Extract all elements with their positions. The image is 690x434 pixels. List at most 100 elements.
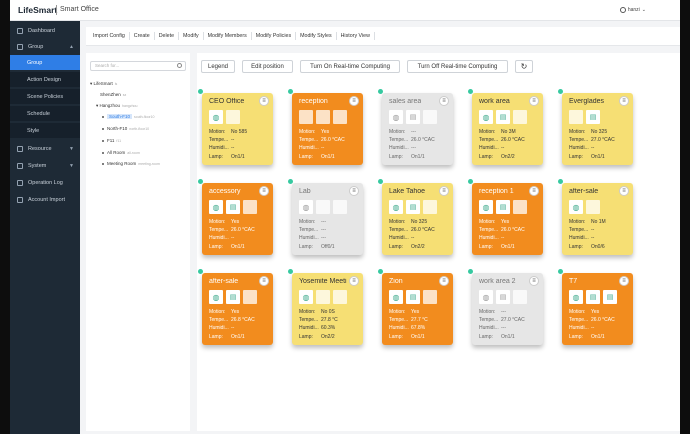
device-slot[interactable] xyxy=(316,290,330,304)
menu-icon[interactable]: ≡ xyxy=(349,186,359,196)
air-conditioner-icon[interactable]: ▤ xyxy=(406,110,420,124)
light-bulb-icon[interactable]: ◍ xyxy=(209,290,223,304)
air-conditioner-icon[interactable]: ▤ xyxy=(496,110,510,124)
refresh-icon[interactable]: ↻ xyxy=(515,60,533,73)
tab-delete[interactable]: Delete xyxy=(155,32,180,40)
light-bulb-icon[interactable]: ◍ xyxy=(479,200,493,214)
tab-modify-styles[interactable]: Modify Styles xyxy=(296,32,337,40)
light-bulb-icon[interactable]: ◍ xyxy=(479,110,493,124)
menu-icon[interactable]: ≡ xyxy=(439,186,449,196)
light-bulb-icon[interactable]: ◍ xyxy=(389,110,403,124)
menu-icon[interactable]: ≡ xyxy=(619,276,629,286)
sidebar-item-account-import[interactable]: Account Import xyxy=(10,192,80,207)
turn-off-realtime-button[interactable]: Turn Off Real-time Computing xyxy=(407,60,508,73)
air-conditioner-icon[interactable]: ▤ xyxy=(496,200,510,214)
sidebar-subitem-scene-policies[interactable]: Scene Policies xyxy=(10,89,80,104)
menu-icon[interactable]: ≡ xyxy=(349,96,359,106)
menu-icon[interactable]: ≡ xyxy=(349,276,359,286)
menu-icon[interactable]: ≡ xyxy=(529,186,539,196)
air-conditioner-icon[interactable]: ▤ xyxy=(586,290,600,304)
tree-node[interactable]: North-F10 north-floor10 xyxy=(102,126,149,131)
device-slot[interactable] xyxy=(333,200,347,214)
sidebar-item-system[interactable]: System ▼ xyxy=(10,158,80,173)
light-bulb-icon[interactable]: ◍ xyxy=(299,290,313,304)
device-slot[interactable] xyxy=(513,290,527,304)
edit-position-button[interactable]: Edit position xyxy=(242,60,293,73)
device-slot[interactable] xyxy=(423,200,437,214)
tab-modify-members[interactable]: Modify Members xyxy=(204,32,252,40)
room-card[interactable]: T7 ≡ ◍ ▤ ▤ Motion: Yes Tempe... 26.0 °CAC Humidi.… xyxy=(558,269,633,345)
light-bulb-icon[interactable]: ◍ xyxy=(209,110,223,124)
light-bulb-icon[interactable]: ◍ xyxy=(569,200,583,214)
device-slot[interactable] xyxy=(513,110,527,124)
room-card[interactable]: reception 1 ≡ ◍ ▤ Motion: Yes Tempe... 26.0 °CA… xyxy=(468,179,543,255)
tree-node[interactable]: F11 f11 xyxy=(102,138,121,143)
device-slot[interactable] xyxy=(423,290,437,304)
air-conditioner-icon[interactable]: ▤ xyxy=(226,290,240,304)
light-bulb-icon[interactable]: ◍ xyxy=(389,200,403,214)
room-card[interactable]: Zion ≡ ◍ ▤ Motion: Yes Tempe... 27.7 °C Humidi..… xyxy=(378,269,453,345)
air-conditioner-icon[interactable]: ▤ xyxy=(406,290,420,304)
menu-icon[interactable]: ≡ xyxy=(259,96,269,106)
turn-on-realtime-button[interactable]: Turn On Real-time Computing xyxy=(300,60,400,73)
air-conditioner-icon[interactable]: ▤ xyxy=(603,290,617,304)
menu-icon[interactable]: ≡ xyxy=(439,96,449,106)
tree-node[interactable]: ▾ Hangzhou hangzhou xyxy=(96,103,137,109)
tab-import-config[interactable]: Import Config xyxy=(89,32,130,40)
sidebar-subitem-schedule[interactable]: Schedule xyxy=(10,106,80,121)
device-slot[interactable] xyxy=(243,290,257,304)
room-card[interactable]: work area ≡ ◍ ▤ Motion: No 3M Tempe... 26.0 °CA… xyxy=(468,89,543,165)
device-slot[interactable] xyxy=(299,110,313,124)
sidebar-item-dashboard[interactable]: Dashboard xyxy=(10,23,80,38)
legend-button[interactable]: Legend xyxy=(201,60,235,73)
sidebar-subitem-action-design[interactable]: Action Design xyxy=(10,72,80,87)
light-bulb-icon[interactable]: ◍ xyxy=(209,200,223,214)
device-slot[interactable] xyxy=(243,200,257,214)
room-card[interactable]: accessory ≡ ◍ ▤ Motion: Yes Tempe... 26.0 °CAC H… xyxy=(198,179,273,255)
room-card[interactable]: CEO Office ≡ ◍ Motion: No 585 Tempe... -- Humid… xyxy=(198,89,273,165)
light-bulb-icon[interactable]: ◍ xyxy=(389,290,403,304)
room-card[interactable]: Yosemite Meeti...≡ ◍ Motion: No 0STempe...2… xyxy=(288,269,363,345)
device-slot[interactable] xyxy=(333,290,347,304)
room-card[interactable]: Lab ≡ ◍ Motion: --- Tempe... --- Humidi... --- La… xyxy=(288,179,363,255)
search-icon[interactable] xyxy=(177,63,182,68)
room-card[interactable]: after-sale ≡ ◍ Motion: No 1M Tempe... -- Humidi… xyxy=(558,179,633,255)
sidebar-subitem-group[interactable]: Group xyxy=(10,55,80,70)
device-slot[interactable] xyxy=(316,200,330,214)
tab-create[interactable]: Create xyxy=(130,32,155,40)
menu-icon[interactable]: ≡ xyxy=(529,276,539,286)
menu-icon[interactable]: ≡ xyxy=(259,276,269,286)
air-conditioner-icon[interactable]: ▤ xyxy=(226,200,240,214)
room-card[interactable]: Everglades ≡ ▤ Motion: No 325 Tempe... 27.0 °C… xyxy=(558,89,633,165)
light-bulb-icon[interactable]: ◍ xyxy=(479,290,493,304)
user-menu[interactable]: hanzi ⌄ xyxy=(619,7,646,13)
tree-node[interactable]: ▾ LifeSmart ls xyxy=(90,81,117,87)
tree-node-selected[interactable]: South-F10 south-floor10 xyxy=(102,114,154,119)
device-slot[interactable] xyxy=(226,110,240,124)
sidebar-subitem-style[interactable]: Style xyxy=(10,123,80,138)
menu-icon[interactable]: ≡ xyxy=(619,96,629,106)
device-slot[interactable] xyxy=(333,110,347,124)
tab-modify-policies[interactable]: Modify Policies xyxy=(252,32,297,40)
device-slot[interactable] xyxy=(569,110,583,124)
light-bulb-icon[interactable]: ◍ xyxy=(569,290,583,304)
tab-history-view[interactable]: History View xyxy=(337,32,375,40)
air-conditioner-icon[interactable]: ▤ xyxy=(496,290,510,304)
room-card[interactable]: sales area ≡ ◍ ▤ Motion: --- Tempe... 26.0 °CAC… xyxy=(378,89,453,165)
menu-icon[interactable]: ≡ xyxy=(619,186,629,196)
air-conditioner-icon[interactable]: ▤ xyxy=(586,110,600,124)
menu-icon[interactable]: ≡ xyxy=(259,186,269,196)
tree-node[interactable]: All Room all-room xyxy=(102,150,140,155)
device-slot[interactable] xyxy=(423,110,437,124)
tree-node[interactable]: ShenZhen sz xyxy=(100,92,126,97)
menu-icon[interactable]: ≡ xyxy=(439,276,449,286)
menu-icon[interactable]: ≡ xyxy=(529,96,539,106)
sidebar-item-operation-log[interactable]: Operation Log xyxy=(10,175,80,190)
tree-search-input[interactable]: Search for... xyxy=(90,61,186,71)
room-card[interactable]: work area 2 ≡ ◍ ▤ Motion: --- Tempe... 27.0 °CA… xyxy=(468,269,543,345)
sidebar-item-resource[interactable]: Resource ▼ xyxy=(10,141,80,156)
room-card[interactable]: Lake Tahoe ≡ ◍ ▤ Motion: No 325 Tempe... 26.0 °… xyxy=(378,179,453,255)
tab-modify[interactable]: Modify xyxy=(179,32,204,40)
room-card[interactable]: after-sale ≡ ◍ ▤ Motion: Yes Tempe... 26.8 °CAC… xyxy=(198,269,273,345)
device-slot[interactable] xyxy=(513,200,527,214)
